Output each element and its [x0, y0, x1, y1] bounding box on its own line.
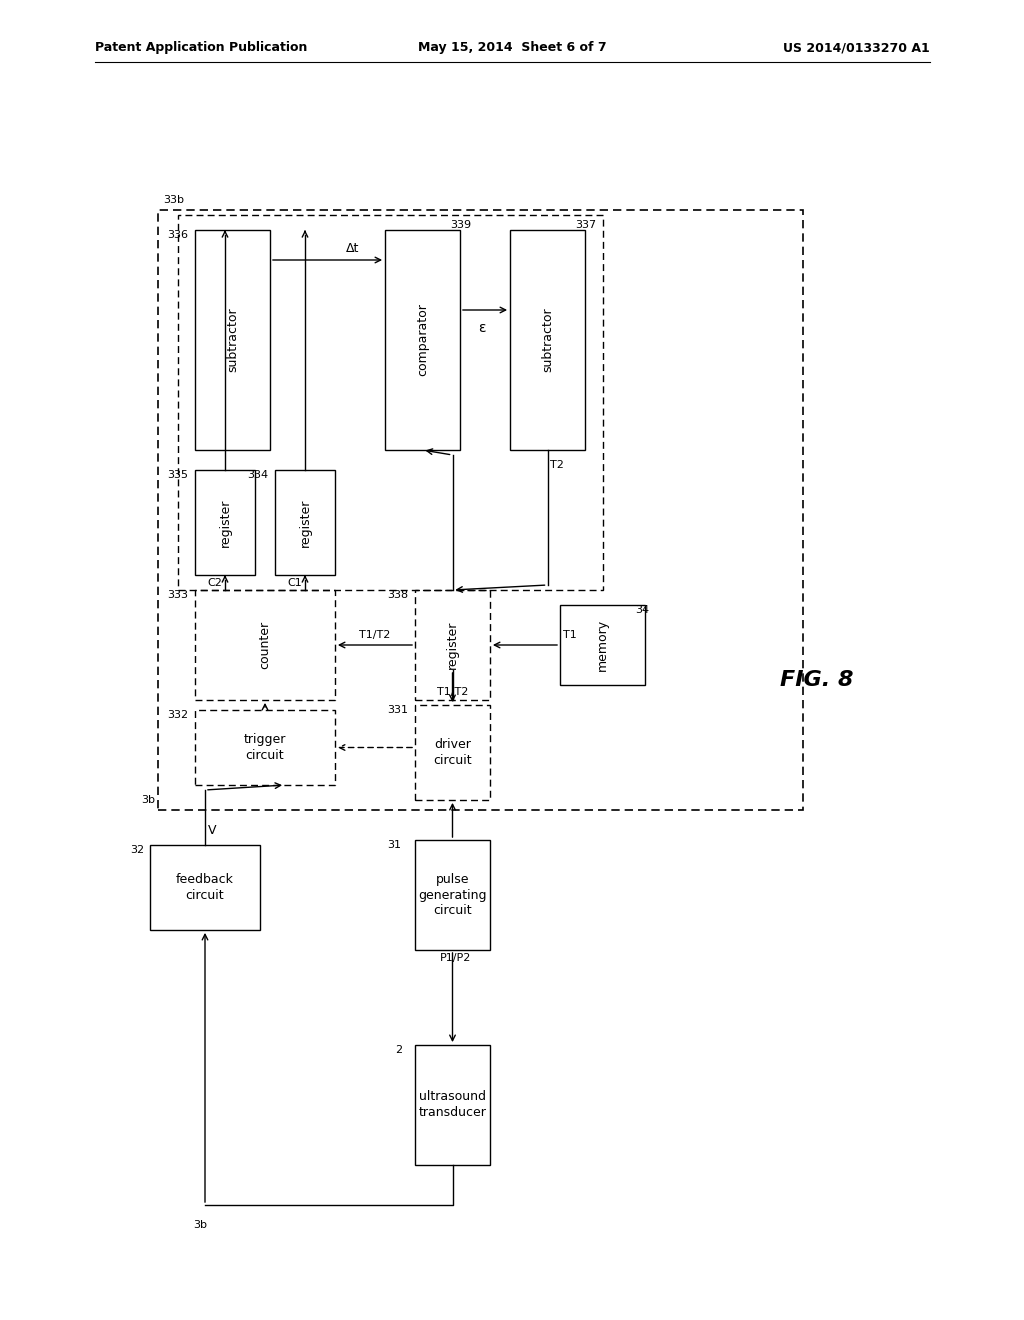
Text: 31: 31 — [387, 840, 401, 850]
Bar — [195, 590, 335, 700]
Text: ε: ε — [478, 321, 485, 335]
Bar — [415, 590, 490, 700]
Bar — [560, 605, 645, 685]
Text: Patent Application Publication: Patent Application Publication — [95, 41, 307, 54]
Text: P1/P2: P1/P2 — [440, 953, 471, 964]
Text: 3b: 3b — [141, 795, 155, 805]
Text: T1/T2: T1/T2 — [359, 630, 391, 640]
Text: US 2014/0133270 A1: US 2014/0133270 A1 — [783, 41, 930, 54]
Text: subtractor: subtractor — [541, 308, 554, 372]
Text: 2: 2 — [395, 1045, 402, 1055]
Bar — [195, 470, 255, 576]
Text: FIG. 8: FIG. 8 — [780, 671, 853, 690]
Bar — [415, 1045, 490, 1166]
Bar — [385, 230, 460, 450]
Text: C1: C1 — [288, 578, 302, 587]
Bar — [415, 705, 490, 800]
Text: 333: 333 — [167, 590, 188, 601]
Text: T1/T2: T1/T2 — [437, 686, 468, 697]
Text: Δt: Δt — [346, 242, 359, 255]
Text: C2: C2 — [207, 578, 222, 587]
Bar — [158, 210, 803, 810]
Text: V: V — [208, 824, 216, 837]
Text: 331: 331 — [387, 705, 408, 715]
Text: register: register — [299, 499, 311, 546]
Text: comparator: comparator — [416, 304, 429, 376]
Text: 338: 338 — [387, 590, 409, 601]
Text: trigger
circuit: trigger circuit — [244, 733, 286, 762]
Bar — [150, 845, 260, 931]
Bar — [195, 230, 270, 450]
Text: 32: 32 — [130, 845, 144, 855]
Text: May 15, 2014  Sheet 6 of 7: May 15, 2014 Sheet 6 of 7 — [418, 41, 606, 54]
Text: 336: 336 — [167, 230, 188, 240]
Text: register: register — [218, 499, 231, 546]
Text: 332: 332 — [167, 710, 188, 719]
Text: 334: 334 — [247, 470, 268, 480]
Text: pulse
generating
circuit: pulse generating circuit — [418, 873, 486, 917]
Text: 33b: 33b — [163, 195, 184, 205]
Text: feedback
circuit: feedback circuit — [176, 873, 233, 902]
Text: 337: 337 — [575, 220, 596, 230]
Text: 3b: 3b — [193, 1220, 207, 1230]
Text: memory: memory — [596, 619, 609, 671]
Bar — [510, 230, 585, 450]
Bar — [195, 710, 335, 785]
Bar — [275, 470, 335, 576]
Text: ultrasound
transducer: ultrasound transducer — [419, 1090, 486, 1119]
Text: 339: 339 — [450, 220, 471, 230]
Text: register: register — [446, 620, 459, 669]
Bar — [415, 840, 490, 950]
Text: 34: 34 — [635, 605, 649, 615]
Text: T1: T1 — [563, 630, 577, 640]
Text: T2: T2 — [551, 459, 564, 470]
Text: subtractor: subtractor — [226, 308, 239, 372]
Text: counter: counter — [258, 620, 271, 669]
Text: driver
circuit: driver circuit — [433, 738, 472, 767]
Text: 335: 335 — [167, 470, 188, 480]
Bar — [178, 215, 603, 590]
